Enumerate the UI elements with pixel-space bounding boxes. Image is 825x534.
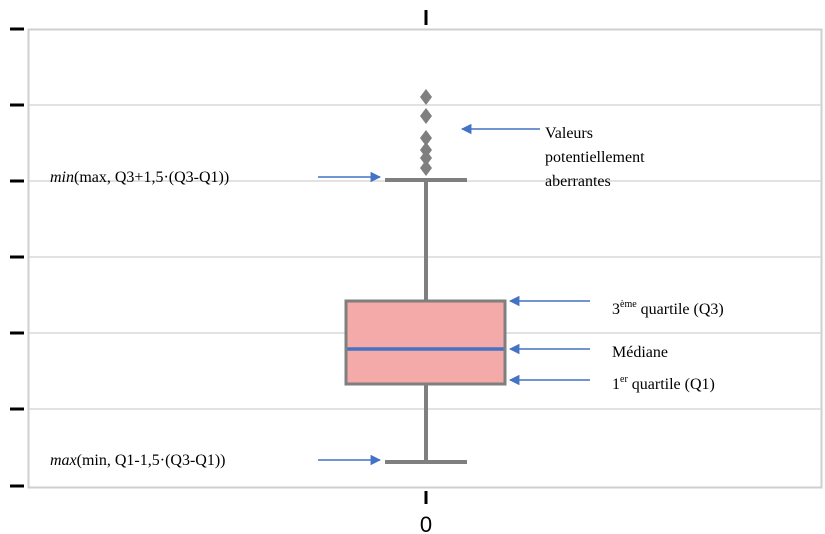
x-tick-label: 0 <box>420 512 432 534</box>
outliers-label: Valeurs potentiellement aberrantes <box>545 125 649 190</box>
median-label: Médiane <box>612 344 668 361</box>
outlier-point <box>420 130 432 146</box>
lower-whisker-label-italic: max <box>50 452 77 469</box>
outliers <box>420 89 432 176</box>
outliers-label-line3: aberrantes <box>545 173 611 190</box>
upper-whisker-label-rest: (max, Q3+1,5·(Q3-Q1)) <box>74 169 229 186</box>
upper-whisker-label: min(max, Q3+1,5·(Q3-Q1)) <box>50 169 229 186</box>
q3-label-sup: ème <box>620 299 637 310</box>
q1-label-sup: er <box>620 374 628 385</box>
outlier-point <box>420 108 432 124</box>
outlier-point <box>420 150 432 166</box>
outliers-label-line1: Valeurs <box>545 125 593 142</box>
q1-label-number: 1 <box>612 376 620 393</box>
outlier-point <box>420 89 432 105</box>
outlier-point <box>420 160 432 176</box>
q3-label: 3ème quartile (Q3) <box>612 299 724 318</box>
y-axis-ticks <box>10 27 24 488</box>
annotation-arrows <box>318 123 590 466</box>
q3-label-rest: quartile (Q3) <box>637 301 724 318</box>
lower-whisker-label-rest: (min, Q1-1,5·(Q3-Q1)) <box>77 452 226 469</box>
iqr-box <box>344 299 507 386</box>
plot-frame <box>27 28 823 489</box>
q3-label-number: 3 <box>612 301 620 318</box>
upper-whisker-label-italic: min <box>50 169 74 186</box>
q1-label-rest: quartile (Q1) <box>628 376 715 393</box>
lower-whisker-label: max(min, Q1-1,5·(Q3-Q1)) <box>50 452 226 469</box>
outliers-label-line2: potentiellement <box>545 149 645 166</box>
q1-label: 1er quartile (Q1) <box>612 374 715 393</box>
